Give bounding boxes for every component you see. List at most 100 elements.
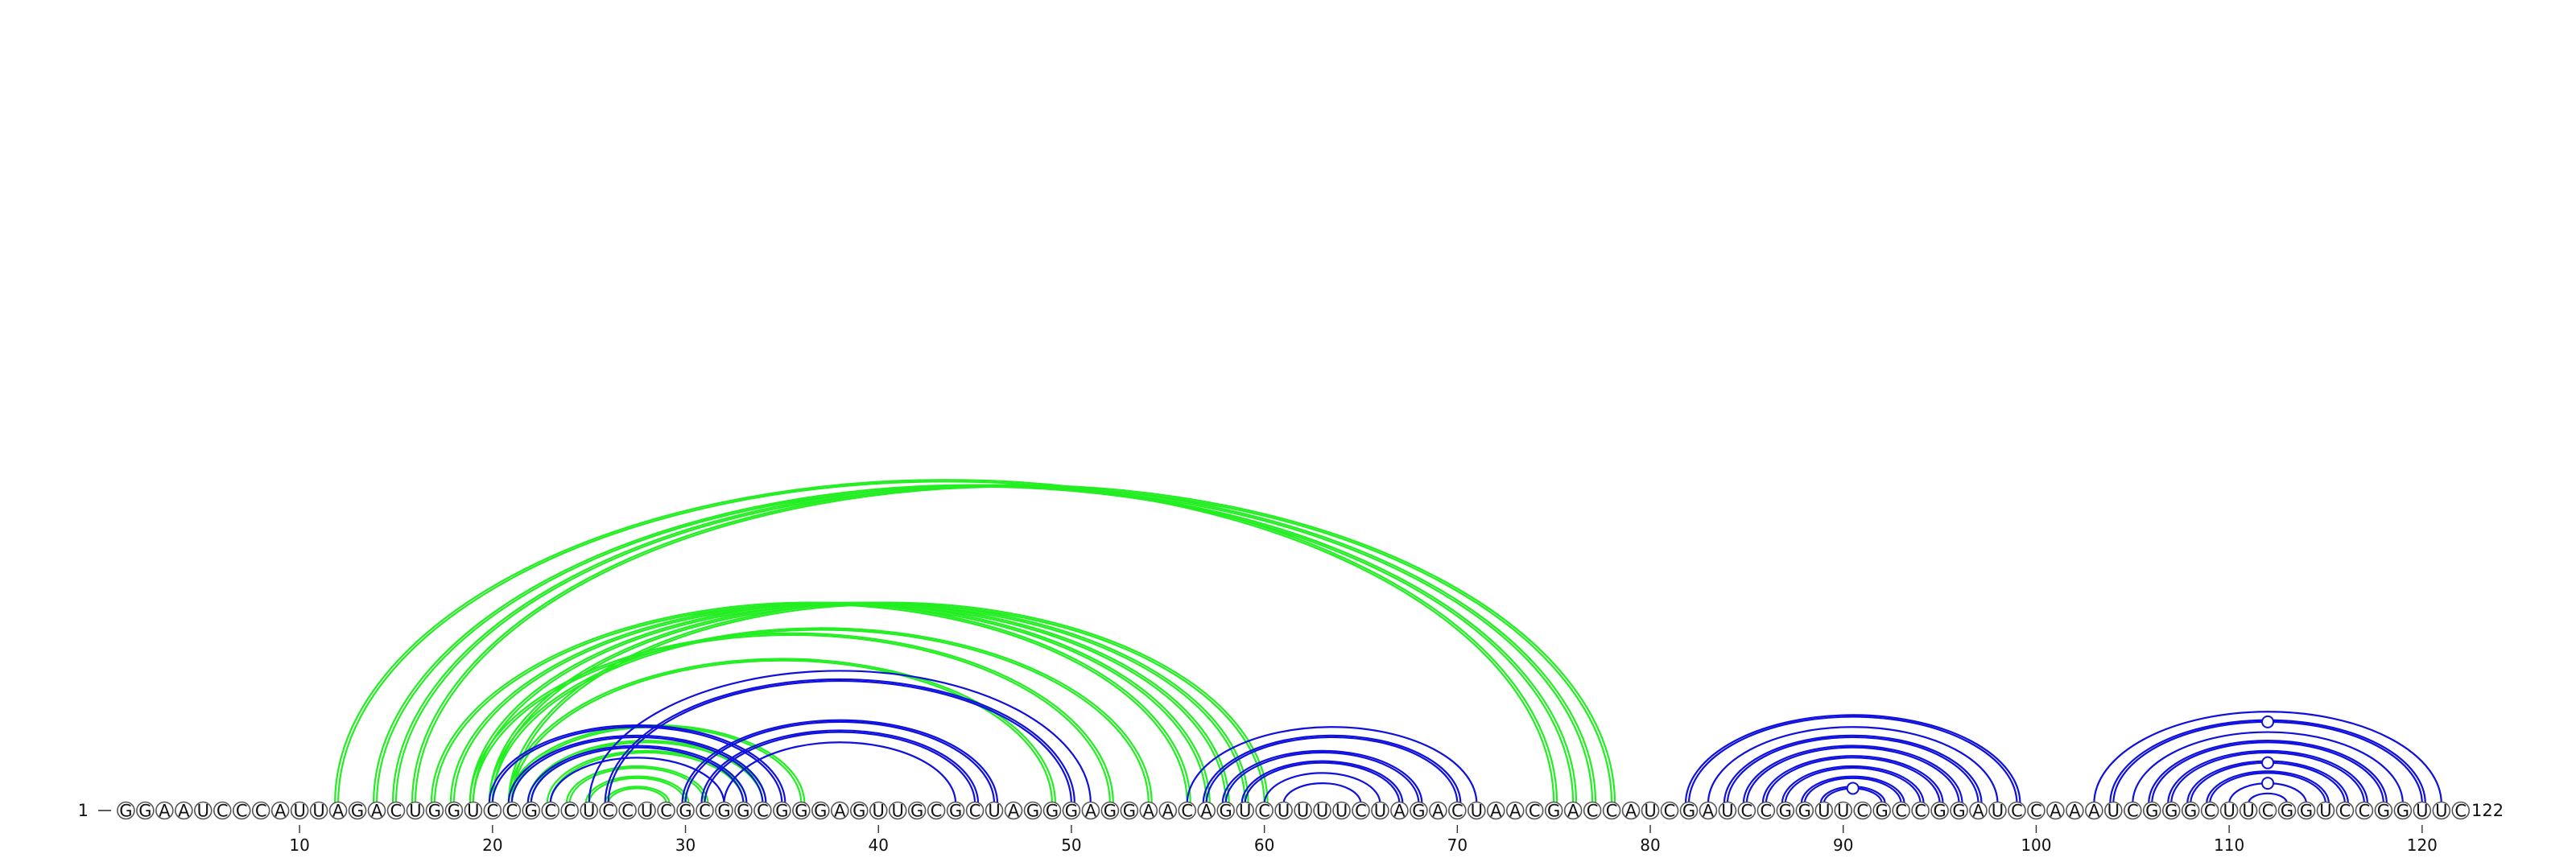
nucleotide-circle [1139, 801, 1158, 820]
pair-arc-88-93 [1803, 777, 1902, 804]
nucleotide-letter: G [1104, 802, 1117, 821]
nucleotide-letter: U [293, 802, 305, 821]
nucleotide-circle [1814, 801, 1834, 820]
nucleotide-letter: G [949, 802, 962, 821]
nucleotide-letter: U [1335, 802, 1348, 821]
nucleotide-letter: U [1316, 802, 1328, 821]
pair-arc-outer-24-31 [565, 765, 709, 804]
nucleotide-circle [2008, 801, 2026, 820]
nucleotide-letter: C [1761, 802, 1773, 821]
nucleotide-circle [406, 801, 425, 820]
pair-arc-22-33 [530, 746, 745, 804]
pair-arc-105-119 [2132, 731, 2404, 804]
pair-arc-20-54 [491, 629, 1150, 804]
pair-arc-25-51 [588, 670, 1092, 804]
nucleotide-circle [849, 801, 869, 820]
arc-marker-104-120 [2261, 715, 2275, 728]
pair-arc-outer-25-30 [584, 775, 690, 804]
nucleotide-letter: A [1143, 802, 1155, 821]
nucleotide-circle [1486, 801, 1505, 820]
pair-arc-59-67 [1244, 761, 1401, 804]
nucleotide-letter: G [1220, 802, 1232, 821]
nucleotide-letter: G [1876, 802, 1889, 821]
nucleotide-letter: A [1490, 802, 1502, 821]
nucleotide-letter: U [312, 802, 324, 821]
nucleotide-letter: G [910, 802, 923, 821]
nucleotide-letter: U [1471, 802, 1483, 821]
nucleotide-circle [599, 801, 617, 820]
nucleotide-circle [2181, 801, 2200, 820]
nucleotide-letter: A [178, 802, 190, 821]
nucleotide-letter: C [2204, 802, 2216, 821]
nucleotide-letter: C [564, 802, 576, 821]
nucleotide-letter: U [1837, 802, 1849, 821]
nucleotide-letter: G [2165, 802, 2178, 821]
pair-arc-19-52 [472, 633, 1111, 804]
nucleotide-letter: C [2011, 802, 2023, 821]
nucleotide-letter: C [2030, 802, 2042, 821]
nucleotide-letter: G [679, 802, 691, 821]
nucleotide-letter: C [2454, 802, 2467, 821]
pair-arc-outer-26-50 [604, 678, 1076, 804]
pair-arc-outer-106-118 [2148, 740, 2388, 804]
nucleotide-letter: C [1529, 802, 1541, 821]
nucleotide-letter: C [1258, 802, 1270, 821]
nucleotide-letter: U [892, 802, 904, 821]
nucleotide-circle [2085, 801, 2103, 820]
nucleotide-letter: C [1914, 802, 1926, 821]
nucleotide-circle [927, 801, 946, 820]
nucleotide-circle [2142, 801, 2161, 820]
nucleotide-circle [1216, 801, 1235, 820]
nucleotide-letter: U [409, 802, 421, 821]
nucleotide-letter: G [1046, 802, 1059, 821]
nucleotide-circle [1158, 801, 1178, 820]
nucleotide-circle [117, 801, 135, 820]
nucleotide-letter: G [737, 802, 749, 821]
nucleotide-letter: G [1779, 802, 1792, 821]
pair-arc-26-29 [607, 787, 667, 804]
pair-arc-outer-30-46 [681, 719, 999, 804]
pair-arc-outer-59-67 [1241, 760, 1404, 804]
nucleotide-circle [2297, 801, 2316, 820]
pair-arc-14-76 [375, 485, 1575, 804]
nucleotide-letter: U [641, 802, 653, 821]
nucleotide-circle [618, 801, 637, 820]
nucleotide-circle [155, 801, 174, 820]
nucleotide-letter: A [2069, 802, 2081, 821]
tick-label: 80 [1640, 835, 1660, 855]
nucleotide-circle [1718, 801, 1737, 820]
tick-label: 50 [1061, 835, 1081, 855]
nucleotide-circle [1563, 801, 1583, 820]
pair-arc-outer-84-97 [1723, 734, 1983, 804]
nucleotide-circle [1602, 801, 1621, 820]
nucleotide-circle [2219, 801, 2239, 820]
nucleotide-circle [1352, 801, 1370, 820]
nucleotide-circle [464, 801, 483, 820]
tick-label: 40 [869, 835, 889, 855]
pair-arc-24-31 [568, 766, 706, 804]
nucleotide-circle [1390, 801, 1409, 820]
nucleotide-letter: A [2050, 802, 2062, 821]
nucleotide-circle [1853, 801, 1872, 820]
nucleotide-letter: U [1644, 802, 1656, 821]
nucleotide-letter: G [775, 802, 788, 821]
nucleotide-circle [1120, 801, 1139, 820]
nucleotide-letter: G [1933, 802, 1946, 821]
pair-arc-outer-31-45 [700, 729, 980, 804]
nucleotide-circle [522, 801, 541, 820]
nucleotide-letter: A [1567, 802, 1579, 821]
nucleotide-letter: A [1085, 802, 1097, 821]
nucleotide-circle [2027, 801, 2046, 820]
nucleotide-circle [888, 801, 907, 820]
base-pair-arcs [333, 479, 2442, 804]
pair-arc-20-35 [491, 726, 783, 804]
nucleotide-circle [502, 801, 522, 820]
nucleotide-letter: G [2396, 802, 2409, 821]
nucleotide-circle [2104, 801, 2123, 820]
pair-arc-23-32 [549, 757, 725, 804]
arc-marker-110-114 [2261, 777, 2275, 790]
nucleotide-letter: U [1818, 802, 1830, 821]
tick-label: 90 [1833, 835, 1853, 855]
nucleotide-letter: G [2145, 802, 2158, 821]
